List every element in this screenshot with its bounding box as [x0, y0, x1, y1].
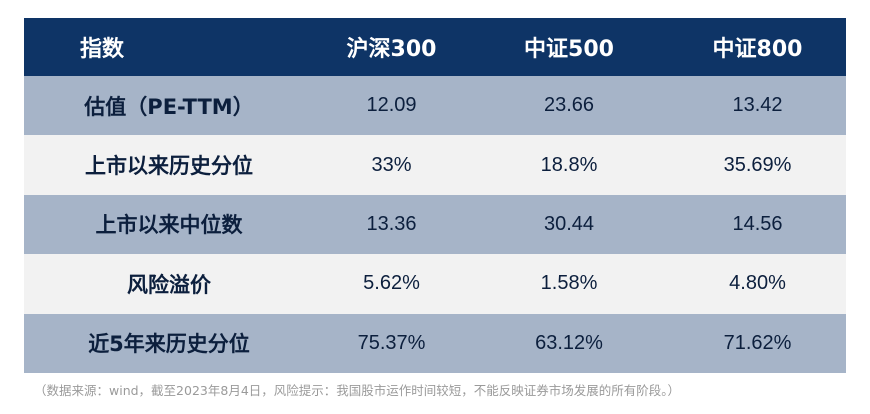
table-row: 近5年来历史分位 75.37% 63.12% 71.62% — [24, 313, 846, 373]
table-cell: 75.37% — [357, 331, 426, 354]
table-row: 上市以来历史分位 33% 18.8% 35.69% — [24, 135, 846, 195]
table-cell: 23.66 — [543, 94, 595, 117]
row-label: 上市以来历史分位 — [85, 154, 253, 179]
header-cell-zz800: 中证800 — [712, 37, 803, 62]
table-row: 估值（PE-TTM） 12.09 23.66 13.42 — [24, 76, 846, 136]
table-cell: 12.09 — [366, 94, 417, 117]
table-cell: 71.62% — [723, 331, 792, 354]
table-cell: 5.62% — [363, 272, 420, 295]
row-label: 上市以来中位数 — [95, 213, 243, 238]
header-cell-index: 指数 — [80, 37, 125, 62]
table-cell: 4.80% — [729, 272, 786, 295]
row-label: 风险溢价 — [127, 272, 211, 297]
table-cell: 63.12% — [535, 331, 603, 354]
row-label: 近5年来历史分位 — [88, 332, 250, 357]
table-header-row: 指数 沪深300 中证500 中证800 — [24, 18, 846, 76]
table-cell: 13.36 — [366, 212, 417, 235]
table-row: 上市以来中位数 13.36 30.44 14.56 — [24, 194, 846, 255]
valuation-table: 指数 沪深300 中证500 中证800 估值（PE-TTM） 12.09 23… — [24, 18, 846, 373]
table-cell: 1.58% — [540, 272, 598, 295]
table-cell: 13.42 — [732, 94, 783, 117]
table-cell: 30.44 — [543, 212, 595, 235]
table-cell: 18.8% — [540, 153, 598, 176]
row-label: 估值（PE-TTM） — [84, 94, 254, 119]
header-cell-zz500: 中证500 — [524, 37, 614, 62]
table-row: 风险溢价 5.62% 1.58% 4.80% — [24, 254, 846, 314]
table-cell: 14.56 — [732, 212, 783, 235]
table-cell: 35.69% — [723, 153, 792, 176]
source-footnote: （数据来源：wind，截至2023年8月4日，风险提示：我国股市运作时间较短，不… — [34, 383, 681, 398]
table-cell: 33% — [371, 153, 412, 176]
header-cell-hs300: 沪深300 — [346, 37, 437, 62]
